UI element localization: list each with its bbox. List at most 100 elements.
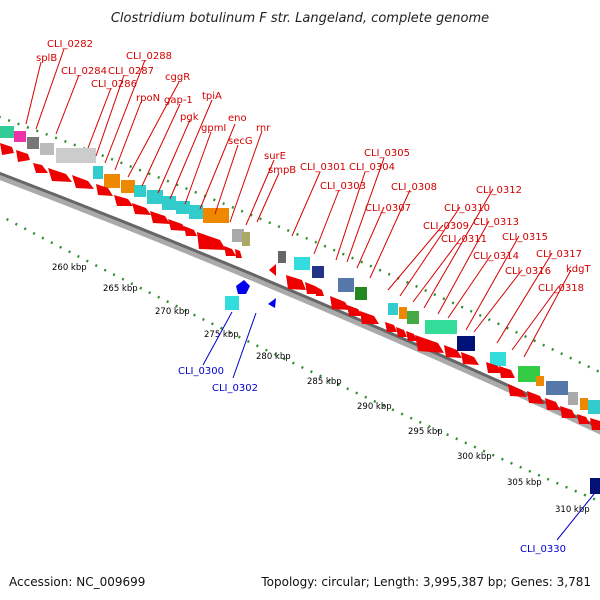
gene-label-CLI_0308[interactable]: CLI_0308 (391, 182, 437, 193)
reverse-strand-arrows (236, 280, 276, 308)
gene-arrow (197, 232, 226, 250)
gene-label-CLI_0313[interactable]: CLI_0313 (473, 217, 519, 228)
gene-label-surE[interactable]: surE (264, 151, 286, 162)
kbp-label-310: 310 kbp (555, 505, 590, 515)
feature-box (225, 296, 239, 310)
gene-arrow (406, 331, 417, 341)
gene-label-CLI_0310[interactable]: CLI_0310 (444, 203, 490, 214)
feature-box (490, 352, 506, 366)
kbp-label-290: 290 kbp (357, 402, 392, 412)
gene-label-CLI_0304[interactable]: CLI_0304 (349, 162, 395, 173)
gene-label-pgk[interactable]: pgk (180, 112, 199, 123)
gene-arrow (508, 384, 527, 397)
feature-box (14, 131, 26, 142)
gene-label-CLI_0317[interactable]: CLI_0317 (536, 249, 582, 260)
gene-arrow (560, 406, 576, 418)
feature-box (355, 287, 367, 300)
feature-box (338, 278, 354, 292)
gene-label-CLI_0282[interactable]: CLI_0282 (47, 39, 93, 50)
gene-label-secG[interactable]: secG (228, 136, 253, 147)
gene-label-CLI_0300[interactable]: CLI_0300 (178, 366, 224, 377)
feature-box (399, 307, 407, 319)
gene-arrow (269, 264, 276, 276)
gene-arrow (527, 391, 544, 404)
feature-box (580, 398, 588, 410)
kbp-label-260: 260 kbp (52, 263, 87, 273)
gene-label-CLI_0318[interactable]: CLI_0318 (538, 283, 584, 294)
kbp-label-285: 285 kbp (307, 377, 342, 387)
gene-label-tpiA[interactable]: tpiA (202, 91, 222, 102)
gene-arrow (347, 305, 363, 316)
gene-label-CLI_0314[interactable]: CLI_0314 (473, 251, 519, 262)
feature-box (457, 336, 475, 351)
gene-arrow (461, 352, 479, 365)
gene-label-CLI_0311[interactable]: CLI_0311 (441, 234, 487, 245)
gene-label-CLI_0312[interactable]: CLI_0312 (476, 185, 522, 196)
gene-label-rpoN[interactable]: rpoN (136, 93, 160, 104)
gene-label-rnr[interactable]: rnr (256, 123, 271, 134)
feature-box (176, 201, 190, 214)
gene-arrow (0, 143, 14, 155)
gene-label-CLI_0287[interactable]: CLI_0287 (108, 66, 154, 77)
gene-arrow (224, 246, 236, 256)
accession-text: Accession: NC_009699 (9, 575, 145, 589)
feature-box (568, 392, 578, 405)
gene-arrow (150, 211, 170, 224)
gene-arrow (315, 286, 324, 296)
feature-box (242, 232, 250, 246)
feature-box (121, 180, 135, 193)
forward-label-leaders (25, 48, 572, 358)
gene-label-CLI_0307[interactable]: CLI_0307 (365, 203, 411, 214)
gene-label-CLI_0316[interactable]: CLI_0316 (505, 266, 551, 277)
gene-arrow (590, 418, 600, 430)
gene-arrow (360, 311, 379, 324)
gene-label-CLI_0309[interactable]: CLI_0309 (423, 221, 469, 232)
kbp-label-270: 270 kbp (155, 307, 190, 317)
gene-arrow (486, 362, 502, 373)
gene-arrow (16, 150, 30, 162)
kbp-label-265: 265 kbp (103, 284, 138, 294)
gene-label-eno[interactable]: eno (228, 113, 247, 124)
feature-box (536, 376, 544, 386)
gene-label-CLI_0302[interactable]: CLI_0302 (212, 383, 258, 394)
feature-box (203, 208, 229, 223)
tick-track-inner (0, 214, 600, 503)
gene-label-CLI_0315[interactable]: CLI_0315 (502, 232, 548, 243)
gene-label-kdgT[interactable]: kdgT (566, 264, 591, 275)
gene-arrow (286, 275, 306, 290)
feature-box (546, 381, 568, 395)
feature-box (312, 266, 324, 278)
gene-label-cggR[interactable]: cggR (165, 72, 190, 83)
gene-label-gap-1[interactable]: gap-1 (164, 95, 193, 106)
gene-label-CLI_0330[interactable]: CLI_0330 (520, 544, 566, 555)
kbp-label-295: 295 kbp (408, 427, 443, 437)
kbp-label-280: 280 kbp (256, 352, 291, 362)
gene-arrow (114, 195, 133, 206)
feature-box (147, 190, 163, 204)
gene-label-splB[interactable]: splB (36, 53, 57, 64)
forward-gene-labels: splB CLI_0282 CLI_0284 CLI_0286 CLI_0287… (36, 39, 591, 294)
gene-arrow (330, 296, 350, 310)
gene-label-CLI_0288[interactable]: CLI_0288 (126, 51, 172, 62)
gene-label-gpmI[interactable]: gpmI (201, 123, 226, 134)
gene-arrow (72, 175, 94, 189)
feature-box (189, 205, 203, 219)
kbp-label-275: 275 kbp (204, 330, 239, 340)
gene-label-CLI_0303[interactable]: CLI_0303 (320, 181, 366, 192)
gene-label-CLI_0284[interactable]: CLI_0284 (61, 66, 107, 77)
gene-arrow (577, 414, 590, 424)
feature-box (588, 400, 600, 414)
gene-arrow (396, 327, 407, 337)
gene-label-smpB[interactable]: smpB (268, 165, 296, 176)
gene-arrow (132, 203, 151, 215)
gene-arrow (33, 163, 48, 173)
topology-text: Topology: circular; Length: 3,995,387 bp… (260, 575, 591, 589)
feature-box (27, 137, 39, 149)
gene-label-CLI_0305[interactable]: CLI_0305 (364, 148, 410, 159)
gene-label-CLI_0286[interactable]: CLI_0286 (91, 79, 137, 90)
gene-label-CLI_0301[interactable]: CLI_0301 (300, 162, 346, 173)
feature-box (0, 126, 14, 138)
gene-arrow (268, 298, 276, 308)
